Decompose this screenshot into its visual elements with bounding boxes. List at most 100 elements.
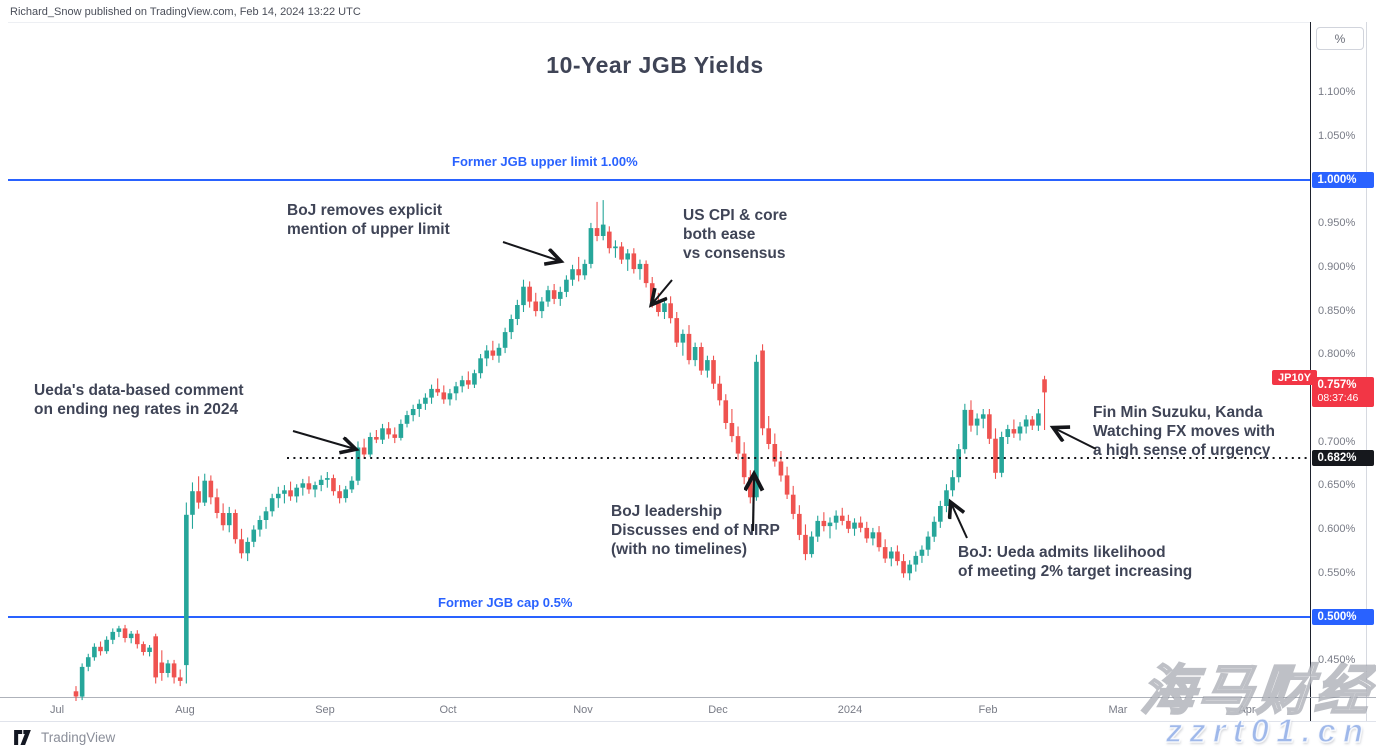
candle-body [962, 409, 968, 450]
candle-body [202, 480, 208, 503]
candle-body [925, 536, 931, 550]
right-edge-border [1366, 22, 1367, 721]
candle-body [1023, 419, 1029, 427]
candle-body [251, 529, 257, 542]
time-tick-label: Feb [978, 704, 998, 716]
candle-body [490, 350, 496, 356]
candle-body [576, 269, 581, 276]
candle-body [410, 409, 416, 416]
candle-body [533, 301, 539, 312]
unit-percent-button[interactable]: % [1316, 27, 1364, 50]
former-cap-line[interactable] [8, 616, 1310, 619]
candle-body [239, 539, 244, 554]
candle-body [147, 647, 152, 652]
annotation-us-cpi: US CPI & core both ease vs consensus [683, 206, 787, 263]
candle-body [686, 333, 692, 361]
candle-body [337, 491, 342, 499]
candle-body [214, 497, 220, 513]
candle-body [864, 527, 870, 539]
candle-body [141, 644, 146, 652]
former-upper-limit-line[interactable] [8, 179, 1310, 182]
candle-body [919, 549, 925, 556]
candle-body [423, 397, 428, 404]
candle-body [257, 520, 263, 530]
candle-body [392, 434, 398, 438]
candle-body [367, 437, 373, 455]
chart-top-border [8, 22, 1310, 23]
candle-body [815, 520, 821, 537]
candle-body [527, 286, 532, 302]
candle-body [429, 388, 434, 398]
candle-body [564, 279, 569, 292]
bar-countdown: 08:37:46 [1317, 392, 1359, 405]
candle-body [662, 303, 667, 312]
candle-body [888, 551, 894, 559]
candle-body [153, 636, 158, 678]
candle-body [404, 415, 410, 424]
time-tick-label: Nov [573, 704, 593, 716]
candle-body [772, 444, 778, 462]
candle-body [637, 263, 643, 270]
candle-body [104, 639, 109, 652]
candle-body [294, 487, 299, 497]
candle-body [472, 373, 477, 385]
candle-body [545, 290, 551, 302]
time-tick-label: Dec [708, 704, 728, 716]
candle-body [570, 269, 575, 280]
candle-body [594, 228, 600, 236]
candle-body [748, 477, 753, 498]
time-tick-label: Sep [315, 704, 335, 716]
candle-body [631, 253, 637, 270]
candle-body [435, 388, 440, 393]
candle-body [110, 631, 116, 640]
attribution-text: Richard_Snow published on TradingView.co… [10, 6, 361, 18]
candle-body [993, 438, 998, 473]
candle-body [711, 360, 716, 384]
candle-body [380, 428, 385, 440]
annotation-nirp: BoJ leadership Discusses end of NIRP (wi… [611, 502, 780, 559]
candle-body [643, 263, 649, 284]
tradingview-logo[interactable]: TradingView [14, 730, 115, 745]
candle-body [349, 480, 355, 490]
candle-body [790, 494, 796, 514]
annotation-line: BoJ removes explicit [287, 202, 443, 219]
candle-body [600, 224, 606, 236]
dotted-level-price-badge: 0.682% [1311, 449, 1374, 466]
price-tick-label: 0.650% [1318, 479, 1356, 492]
candle-body [784, 475, 790, 495]
price-tick-label: 1.050% [1318, 129, 1356, 142]
time-tick-label: 2024 [837, 704, 863, 716]
candle-body [275, 493, 281, 499]
candle-body [263, 511, 269, 520]
candle-body [999, 437, 1004, 473]
candle-body [416, 403, 422, 409]
candle-body [735, 436, 741, 454]
former-cap-label: Former JGB cap 0.5% [438, 595, 573, 610]
price-tick-label: 0.450% [1318, 654, 1356, 667]
candle-body [245, 541, 250, 554]
candle-body [459, 380, 465, 387]
candle-body [447, 393, 453, 400]
candle-body [907, 564, 912, 574]
candle-body [1029, 419, 1035, 426]
time-tick-label: Mar [1108, 704, 1128, 716]
annotation-boj-removes-upper-limit: BoJ removes explicit mention of upper li… [287, 201, 450, 239]
candle-body [165, 663, 171, 673]
candle-body [300, 483, 306, 488]
candle-body [839, 515, 845, 521]
candle-body [698, 347, 704, 371]
candle-body [938, 506, 943, 522]
time-axis-bottom-border [0, 721, 1376, 722]
last-price-value: 0.757% [1317, 379, 1357, 392]
candle-body [557, 291, 563, 299]
candle-body [680, 333, 686, 343]
last-price-badge: 0.757% 08:37:46 [1311, 377, 1374, 408]
price-tick-label: 0.700% [1318, 435, 1356, 448]
upper-limit-price-badge: 1.000% [1311, 172, 1374, 189]
candle-body [607, 231, 612, 249]
candle-body [122, 628, 128, 638]
annotation-line: Fin Min Suzuku, Kanda [1093, 404, 1263, 421]
price-tick-label: 0.900% [1318, 260, 1356, 273]
candle-body [950, 477, 955, 491]
